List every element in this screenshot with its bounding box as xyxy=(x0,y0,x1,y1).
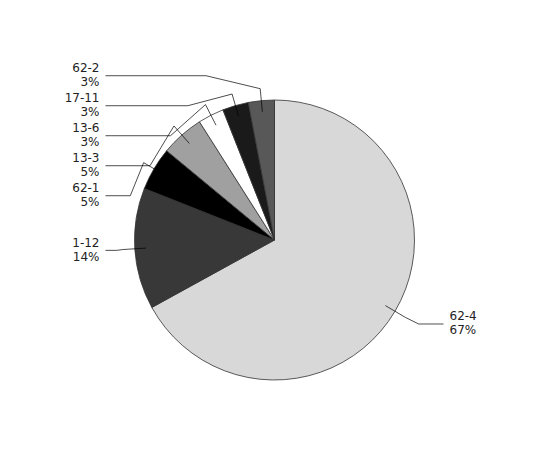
leader-line xyxy=(106,248,146,250)
slice-label: 62-1 xyxy=(72,181,99,195)
leader-line xyxy=(385,306,443,324)
value-label: 3% xyxy=(80,105,99,119)
slice-label: 13-3 xyxy=(72,151,99,165)
leader-line xyxy=(106,126,190,166)
leader-line xyxy=(106,163,164,196)
slice-label: 13-6 xyxy=(72,121,99,135)
pie-slice xyxy=(248,100,274,240)
leader-lines xyxy=(106,76,444,324)
value-label: 5% xyxy=(80,165,99,179)
value-label: 14% xyxy=(73,250,100,264)
leader-line xyxy=(106,105,217,136)
chart-container: 62-467%1-1214%62-15%13-35%13-63%17-113%6… xyxy=(0,0,549,458)
value-label: 67% xyxy=(450,323,477,337)
data-labels: 62-467%1-1214%62-15%13-35%13-63%17-113%6… xyxy=(65,61,477,337)
slice-label: 17-11 xyxy=(65,91,100,105)
leader-line xyxy=(106,94,239,116)
value-label: 3% xyxy=(80,75,99,89)
chart-svg: 62-467%1-1214%62-15%13-35%13-63%17-113%6… xyxy=(0,0,549,458)
slice-label: 62-4 xyxy=(450,309,477,323)
leader-line xyxy=(106,76,263,112)
slice-label: 62-2 xyxy=(72,61,99,75)
value-label: 3% xyxy=(80,135,99,149)
slice-label: 1-12 xyxy=(72,236,99,250)
value-label: 5% xyxy=(80,195,99,209)
slices xyxy=(134,100,414,380)
pie: 62-467%1-1214%62-15%13-35%13-63%17-113%6… xyxy=(65,61,477,380)
